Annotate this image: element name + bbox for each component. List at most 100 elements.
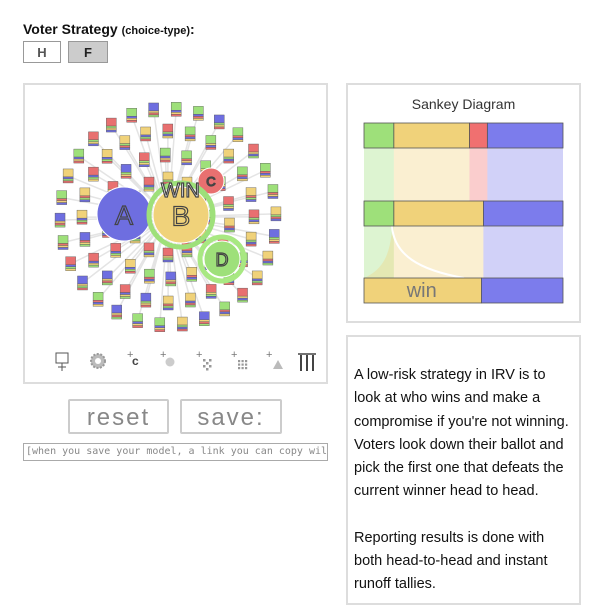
candidate-a[interactable]: A [97,187,151,241]
voter-ballot[interactable] [185,127,195,141]
voter-ballot[interactable] [77,210,87,224]
voter-ballot[interactable] [163,124,173,138]
voter-ballot[interactable] [89,253,99,267]
voter-ballot[interactable] [177,317,187,331]
add-candidate-icon[interactable]: +c [127,349,139,368]
ballot-band [57,201,67,203]
voter-ballot[interactable] [160,148,170,162]
voter-ballot[interactable] [163,248,173,262]
voter-ballot[interactable] [144,177,154,191]
voter-ballot[interactable] [199,312,209,326]
ballot-band [249,220,259,222]
voter-ballot[interactable] [77,276,87,290]
ballot-band [125,269,135,271]
voter-ballot[interactable] [141,127,151,141]
voter-ballot[interactable] [224,197,234,211]
voter-ballot[interactable] [141,293,151,307]
voter-ballot[interactable] [163,296,173,310]
voter-ballot[interactable] [112,305,122,319]
voter-ballot[interactable] [224,218,234,232]
voter-ballot[interactable] [149,103,159,117]
voter-ballot[interactable] [263,251,273,265]
voter-ballot[interactable] [187,267,197,281]
voter-ballot[interactable] [58,235,68,249]
voter-ballot[interactable] [268,185,278,199]
save-link-field[interactable]: [when you save your model, a link you ca… [23,443,328,461]
voter-ballot[interactable] [88,132,98,146]
voter-ballot[interactable] [144,269,154,283]
voter-ballot[interactable] [57,191,67,205]
strategy-option-f[interactable]: F [68,41,108,63]
voter-ballot[interactable] [193,106,203,120]
voter-ballot[interactable] [102,149,112,163]
gear-icon[interactable] [91,354,105,368]
voter-ballot[interactable] [102,271,112,285]
voter-ballot[interactable] [233,128,243,142]
voter-ballot[interactable] [106,118,116,132]
add-grid-icon[interactable]: + [231,349,247,369]
candidate-d[interactable]: D [200,237,244,281]
ballot-band [106,126,116,128]
voter-ballot[interactable] [166,272,176,286]
columns-icon[interactable] [298,354,316,371]
voter-ballot[interactable] [237,167,247,181]
voter-ballot[interactable] [182,151,192,165]
voter-ballot[interactable] [55,213,65,227]
add-triangle-icon[interactable]: + [266,349,283,369]
voter-ballot[interactable] [121,164,131,178]
ballot-band [120,295,130,297]
voter-ballot[interactable] [63,169,73,183]
voter-ballot[interactable] [260,163,270,177]
strategy-option-h[interactable]: H [23,41,61,63]
ballot-band [66,267,76,269]
save-button[interactable]: save: [180,399,282,434]
reset-button[interactable]: reset [68,399,169,434]
voter-ballot[interactable] [271,207,281,221]
voter-ballot[interactable] [139,153,149,167]
ballot-band [125,271,135,273]
voter-ballot[interactable] [80,188,90,202]
voter-ballot[interactable] [185,293,195,307]
voter-ballot[interactable] [66,257,76,271]
ballot-band [271,215,281,217]
voter-ballot[interactable] [206,284,216,298]
voter-ballot[interactable] [88,167,98,181]
voter-ballot[interactable] [269,229,279,243]
toolbar[interactable]: +c + + + + [56,349,316,371]
voter-ballot[interactable] [214,115,224,129]
voter-ballot[interactable] [252,271,262,285]
add-crowd-icon[interactable]: + [196,349,212,371]
voter-ballot[interactable] [246,188,256,202]
voter-ballot[interactable] [80,232,90,246]
voter-ballot[interactable] [133,314,143,328]
ballot-band [163,306,173,308]
voter-ballot[interactable] [206,135,216,149]
voter-ballot[interactable] [224,149,234,163]
voter-ballot[interactable] [144,243,154,257]
voter-ballot[interactable] [220,302,230,316]
voter-ballot[interactable] [120,285,130,299]
voter-ballot[interactable] [120,136,130,150]
ballot-band [233,140,243,142]
ballot-band [66,265,76,267]
voter-ballot[interactable] [246,232,256,246]
voter-tool-icon[interactable] [56,353,68,371]
voter-ballot[interactable] [93,292,103,306]
voter-ballot[interactable] [171,102,181,116]
voter-ballot[interactable] [249,210,259,224]
ballot-band [141,139,151,141]
voter-ballot[interactable] [125,259,135,273]
voter-ballot[interactable] [74,149,84,163]
voter-ballot[interactable] [249,144,259,158]
voter-ballot[interactable] [155,318,165,332]
sankey-node-d [364,201,394,226]
voter-ballot[interactable] [127,108,137,122]
voter-ballot[interactable] [111,243,121,257]
ballot-band [163,248,173,256]
voter-ballot[interactable] [238,288,248,302]
ballot-band [89,253,99,261]
ballot-band [185,301,195,303]
add-voter-icon[interactable]: + [160,349,175,367]
